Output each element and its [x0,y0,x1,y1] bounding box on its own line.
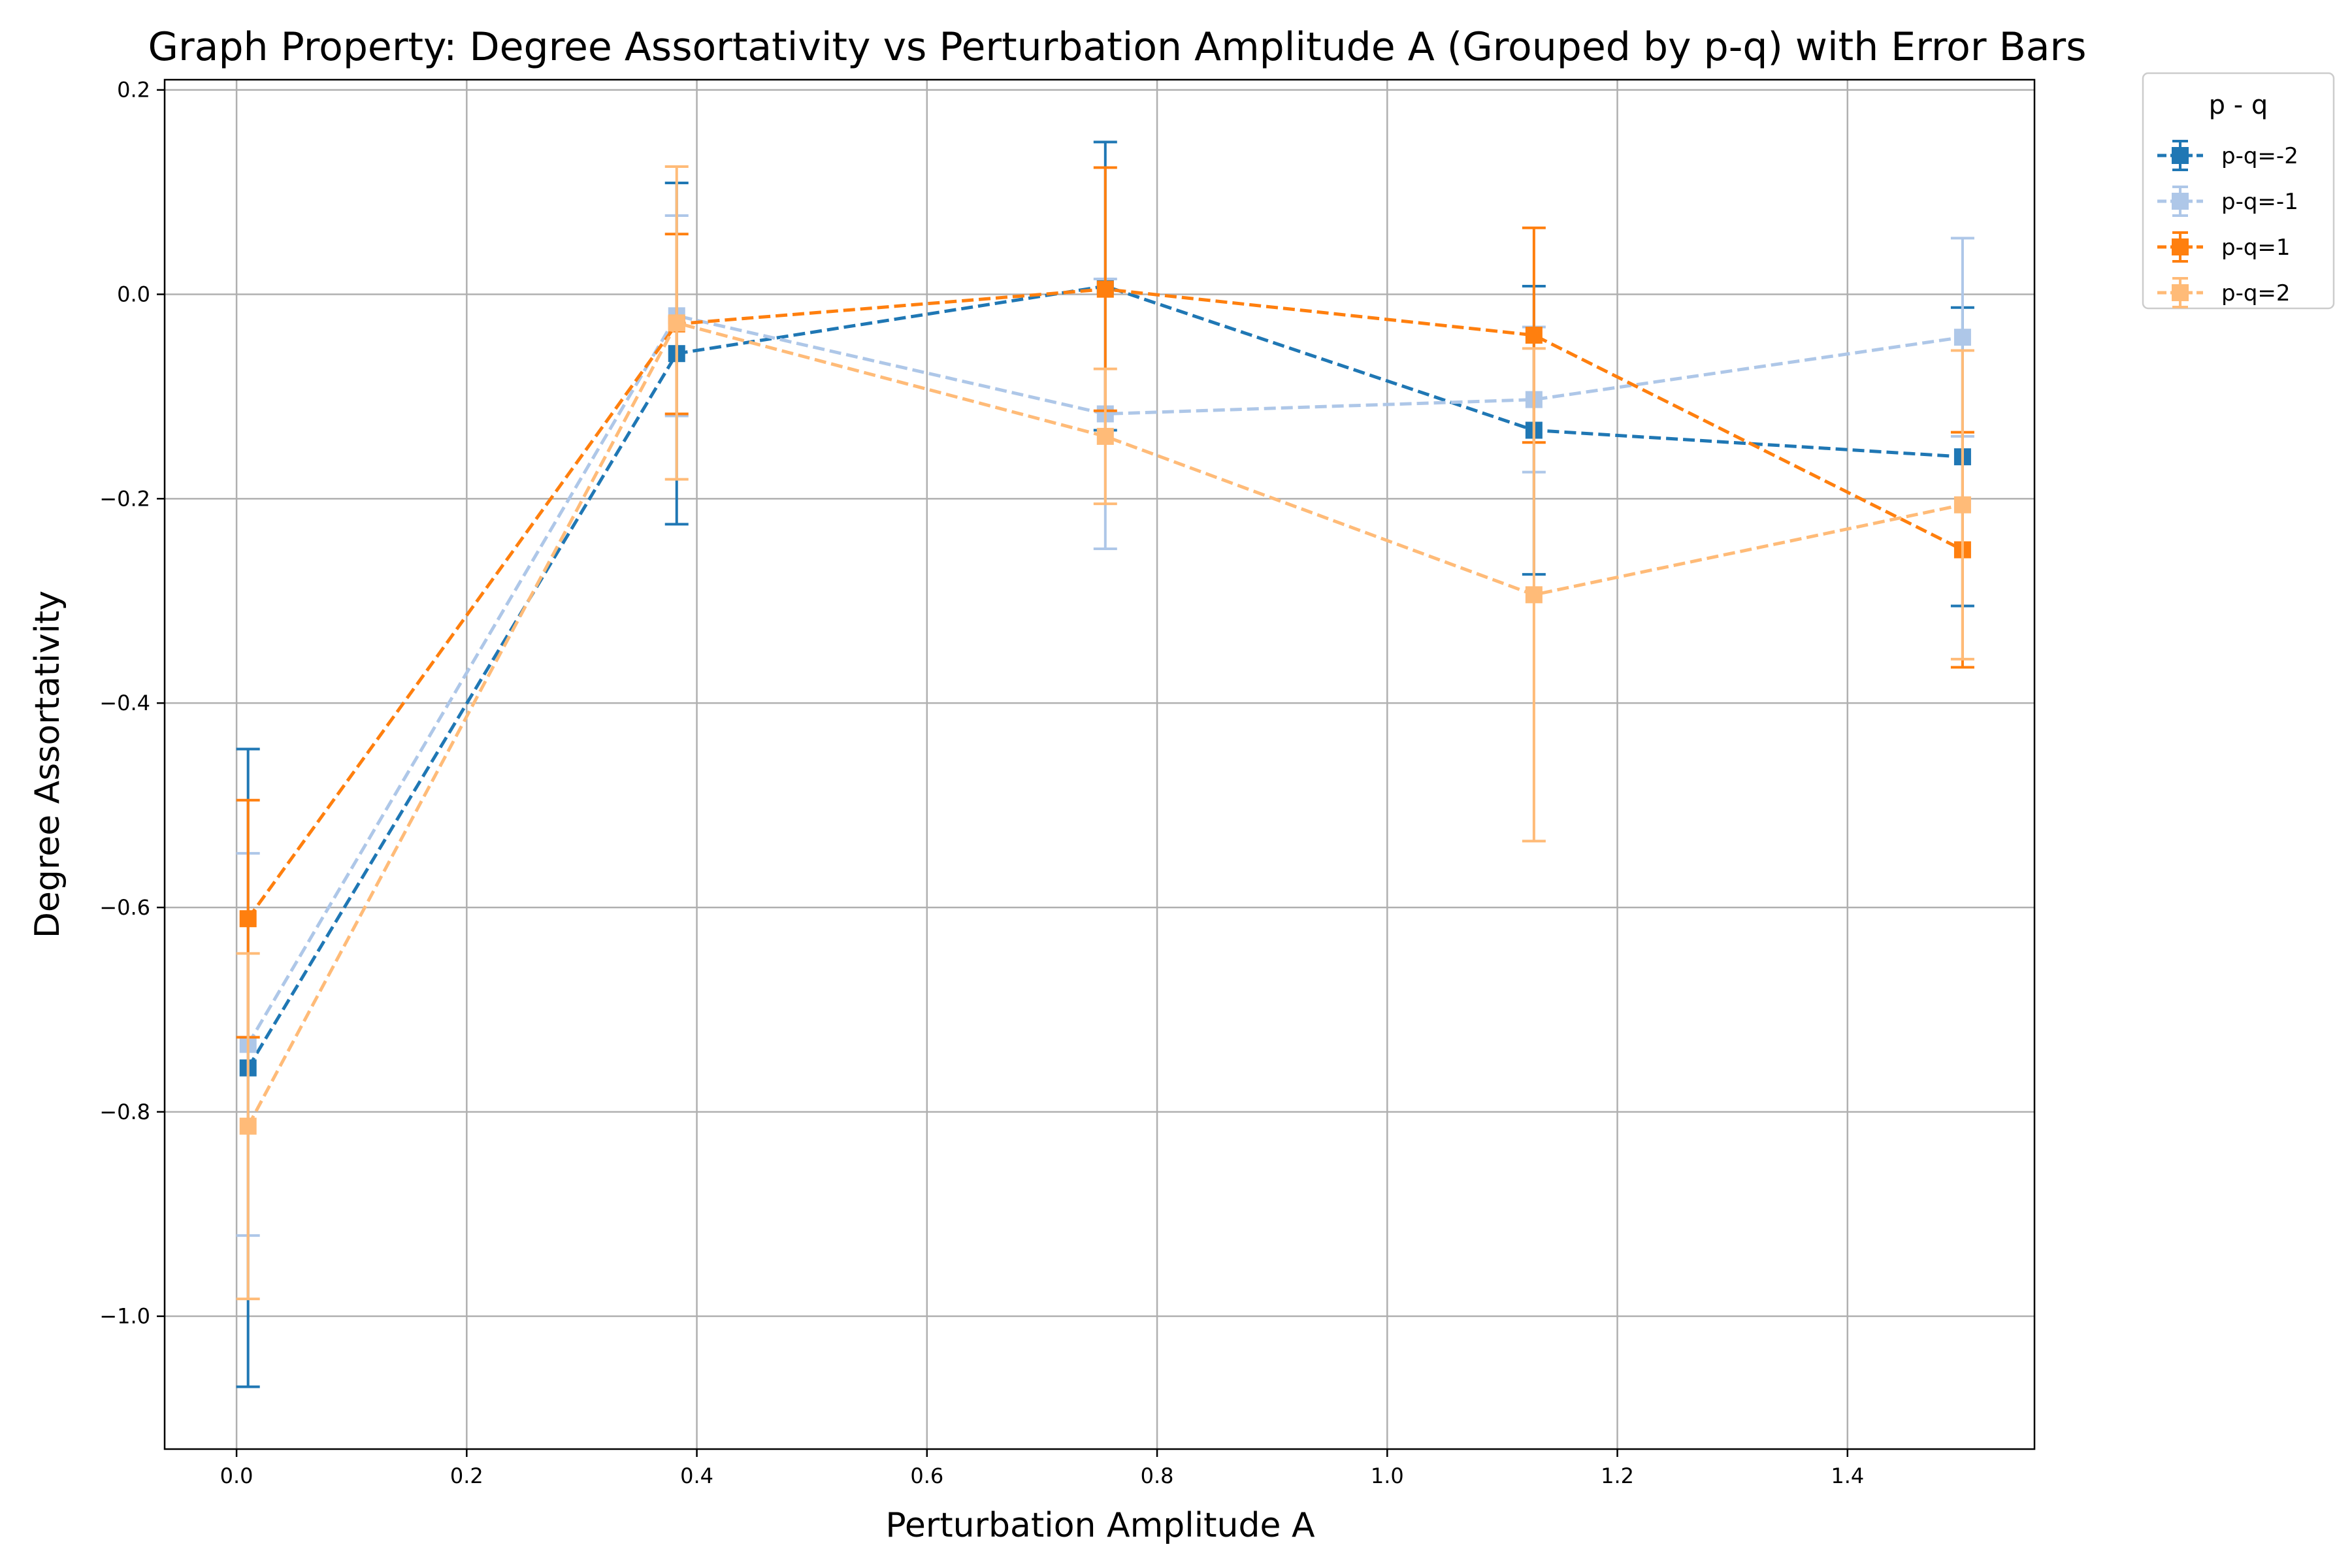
x-tick-label: 1.4 [1831,1463,1864,1488]
legend-entry: p-q=-1 [2157,186,2298,217]
x-tick-label: 0.4 [680,1463,713,1488]
data-point [1953,496,1971,514]
x-axis-label: Perturbation Amplitude A [885,1506,1315,1545]
legend-label: p-q=-2 [2221,143,2298,169]
legend-title: p - q [2209,90,2268,120]
legend-label: p-q=1 [2221,235,2291,261]
y-tick-label: 0.0 [117,282,150,306]
legend-box [2142,72,2335,310]
x-tick-label: 0.2 [450,1463,483,1488]
y-tick-label: −0.2 [99,486,150,511]
x-tick-label: 1.0 [1371,1463,1404,1488]
series-line [246,321,1963,1127]
legend-label: p-q=-1 [2221,189,2298,215]
plot-area-frame [163,78,2036,1450]
data-point [1525,586,1543,604]
data-point [1096,280,1114,298]
y-axis-label: Degree Assortativity [28,591,67,938]
data-point [239,910,257,928]
legend: p - q p-q=-2 p-q=-1 p-q=1 p-q=2 [2142,72,2335,310]
legend-marker [2172,284,2189,301]
data-point [1525,327,1543,344]
chart-title: Graph Property: Degree Assortativity vs … [148,24,2087,70]
data-point [668,314,685,332]
series-layer [236,140,1974,1388]
legend-entry: p-q=-2 [2157,140,2298,171]
x-tick-label: 1.2 [1601,1463,1634,1488]
x-axis: 0.0 0.2 0.4 0.6 0.8 1.0 1.2 1.4 [220,1449,1864,1488]
data-point [239,1117,257,1135]
legend-marker [2172,238,2189,255]
data-point [1953,329,1971,346]
y-axis: −1.0 −0.8 −0.6 −0.4 −0.2 0.0 0.2 [99,78,165,1329]
series-p-q=2 [236,165,1974,1301]
x-tick-label: 0.8 [1141,1463,1174,1488]
legend-marker [2172,147,2189,164]
x-tick-label: 0.0 [220,1463,253,1488]
y-tick-label: −1.0 [99,1304,150,1329]
data-point [1096,427,1114,445]
y-tick-label: −0.8 [99,1100,150,1124]
y-tick-label: −0.4 [99,691,150,715]
legend-entry: p-q=1 [2157,231,2291,263]
y-tick-label: −0.6 [99,895,150,920]
x-tick-label: 0.6 [910,1463,943,1488]
legend-marker [2172,193,2189,210]
legend-label: p-q=2 [2221,280,2291,306]
y-tick-label: 0.2 [117,78,150,103]
legend-entry: p-q=2 [2157,277,2291,308]
